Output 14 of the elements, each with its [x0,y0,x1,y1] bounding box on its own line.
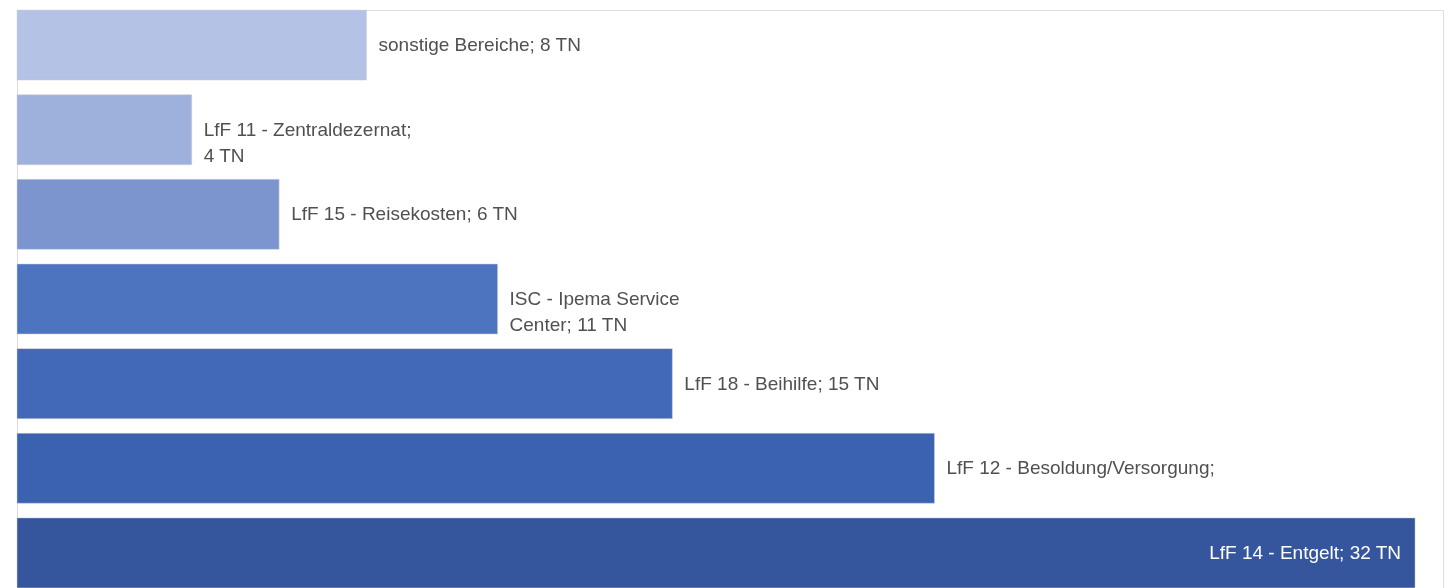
bar [16,94,192,165]
data-label: LfF 11 - Zentraldezernat; 4 TN [203,118,412,166]
bar [16,517,1416,588]
bar [16,348,673,419]
data-label: LfF 12 - Besoldung/Versorgung; [946,457,1215,479]
data-label: sonstige Bereiche; 8 TN [378,34,581,56]
data-label: ISC - Ipema Service Center; 11 TN [509,288,680,335]
bar [16,179,280,250]
data-label: LfF 14 - Entgelt; 32 TN [1209,541,1402,563]
bar [16,9,367,81]
data-label: LfF 18 - Beihilfe; 15 TN [684,372,880,394]
bar [16,433,935,504]
data-label: LfF 15 - Reisekosten; 6 TN [291,203,518,225]
bar [16,263,498,335]
